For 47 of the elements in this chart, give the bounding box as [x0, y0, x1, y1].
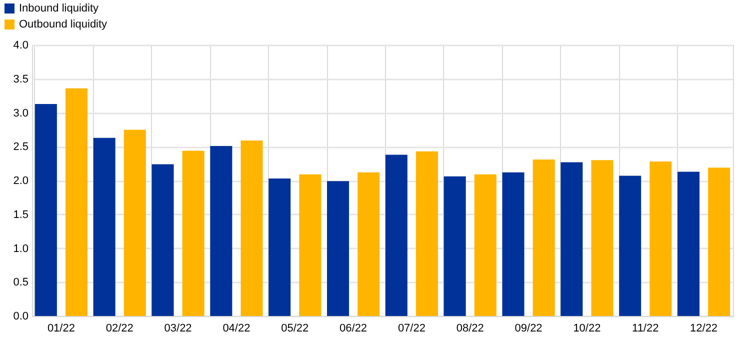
x-tick-label: 03/22 — [164, 322, 192, 334]
y-tick-label: 2.5 — [13, 141, 28, 154]
bar — [327, 181, 350, 316]
bar — [502, 172, 524, 316]
x-tick-label: 08/22 — [456, 322, 484, 334]
bar — [444, 176, 466, 316]
bar — [474, 174, 496, 316]
bar — [708, 168, 730, 316]
bar — [678, 172, 700, 316]
legend-label: Outbound liquidity — [19, 18, 108, 30]
bar — [240, 140, 263, 316]
bar — [65, 88, 88, 316]
legend-label: Inbound liquidity — [19, 2, 100, 14]
y-tick-label: 0.0 — [13, 310, 28, 322]
bar — [532, 160, 555, 316]
x-tick-label: 06/22 — [340, 322, 368, 334]
y-tick-label: 4.0 — [13, 40, 28, 52]
bar — [591, 160, 614, 316]
bar — [385, 154, 408, 316]
bar — [299, 174, 322, 316]
x-tick-label: 04/22 — [222, 322, 250, 334]
x-tick-label: 01/22 — [47, 322, 75, 334]
bar — [560, 162, 583, 316]
x-tick-label: 12/22 — [690, 322, 718, 334]
bar — [650, 162, 672, 316]
x-tick-label: 05/22 — [281, 322, 309, 334]
bar — [93, 138, 116, 316]
bar — [210, 146, 232, 316]
bar — [182, 150, 204, 316]
y-tick-label: 3.5 — [13, 73, 28, 86]
x-tick-label: 11/22 — [632, 322, 659, 334]
bar — [124, 130, 146, 316]
x-tick-label: 07/22 — [398, 322, 426, 334]
y-tick-label: 0.5 — [13, 276, 28, 289]
bar — [358, 172, 380, 316]
y-tick-label: 3.0 — [13, 107, 28, 120]
y-tick-label: 2.0 — [13, 175, 28, 187]
x-tick-label: 09/22 — [514, 322, 542, 334]
bar — [416, 151, 438, 316]
bar — [152, 164, 174, 316]
y-tick-label: 1.0 — [13, 242, 28, 255]
bar — [268, 178, 291, 316]
x-tick-label: 02/22 — [106, 322, 134, 334]
x-tick-label: 10/22 — [573, 322, 601, 334]
y-tick-label: 1.5 — [13, 208, 28, 221]
bar — [619, 176, 642, 316]
bar — [34, 104, 57, 316]
